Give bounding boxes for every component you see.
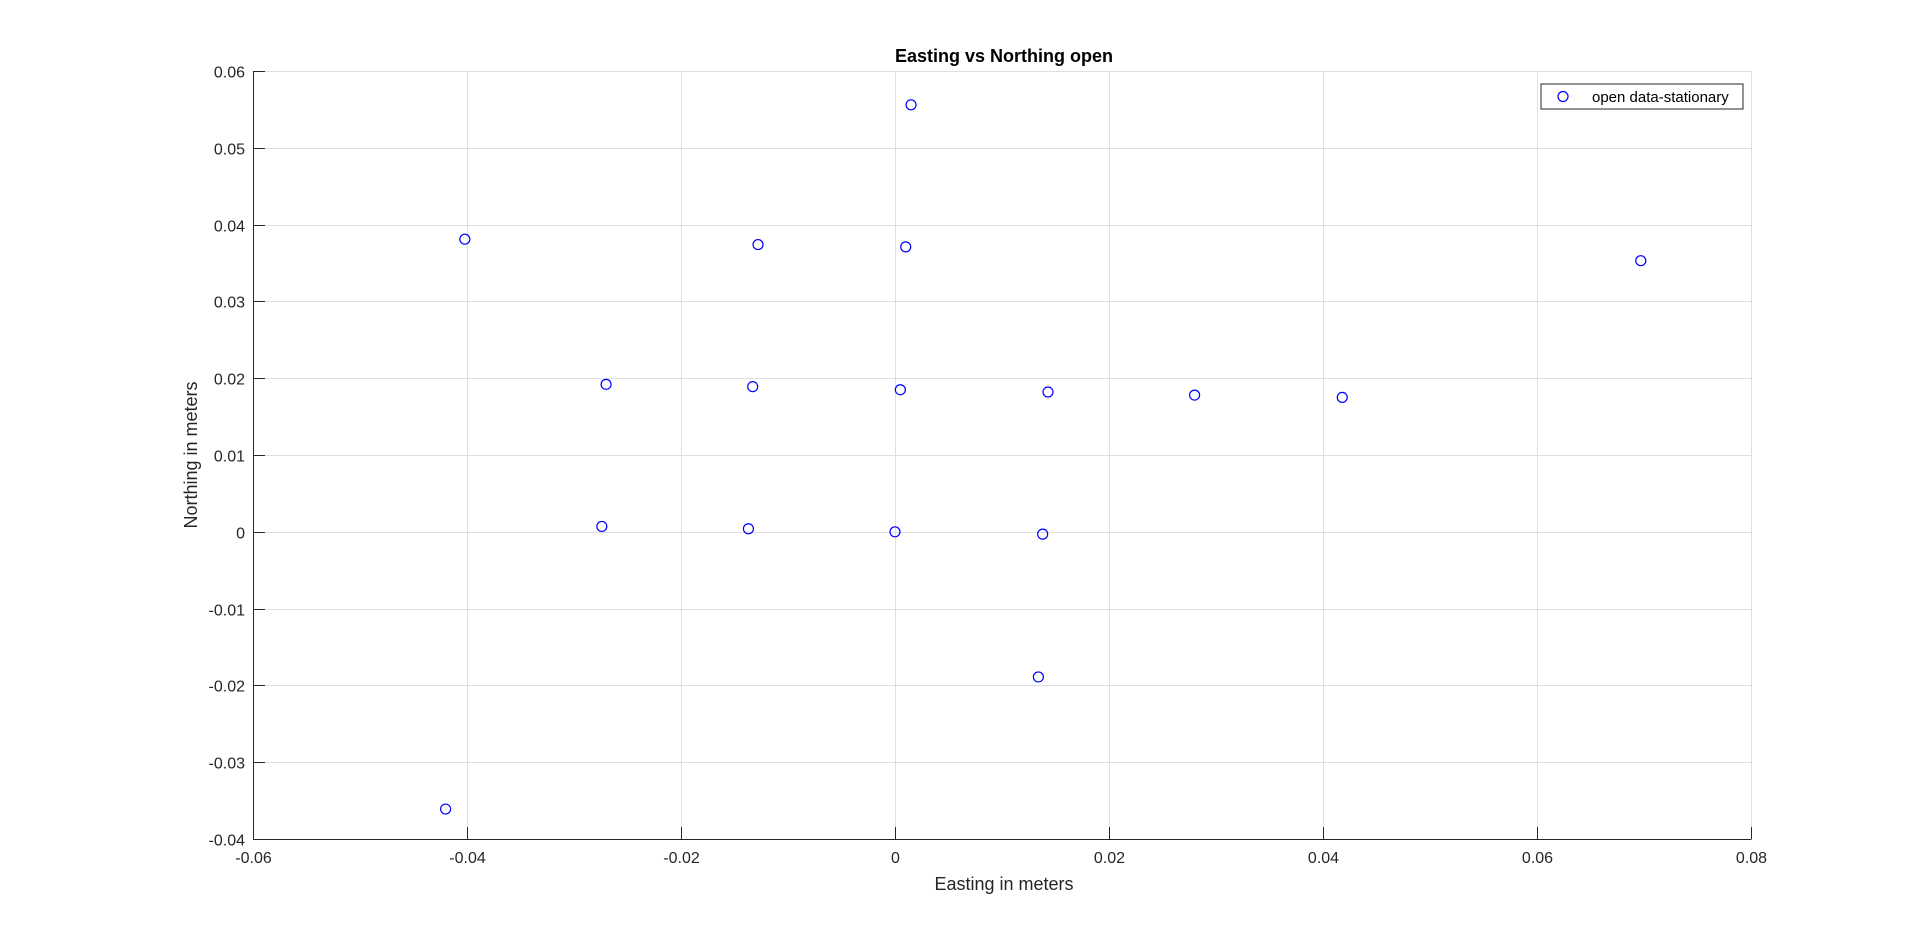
data-point: [600, 378, 612, 390]
legend: open data-stationary: [1540, 83, 1744, 110]
data-point: [459, 233, 471, 245]
data-point: [747, 381, 759, 393]
x-tick-label: 0.02: [1094, 850, 1125, 867]
x-tick-label: 0.08: [1736, 850, 1767, 867]
x-tick-label: 0.04: [1308, 850, 1339, 867]
y-tick-label: -0.02: [209, 679, 246, 696]
x-axis-label: Easting in meters: [934, 874, 1073, 894]
data-point: [905, 99, 917, 111]
data-points: [440, 99, 1647, 815]
x-tick-label: -0.04: [449, 850, 486, 867]
legend-entry-label: open data-stationary: [1592, 89, 1729, 106]
x-tick-label: 0: [891, 850, 900, 867]
grid: [253, 71, 1752, 840]
y-tick-label: -0.04: [209, 833, 246, 850]
data-point: [1032, 671, 1044, 683]
y-tick-label: -0.03: [209, 756, 246, 773]
data-point: [1635, 255, 1647, 267]
y-tick-label: 0.03: [214, 295, 245, 312]
y-tick-label: 0.06: [214, 65, 245, 82]
data-point: [596, 520, 608, 533]
data-point: [889, 526, 901, 538]
data-point: [894, 384, 906, 396]
chart-title: Easting vs Northing open: [895, 46, 1113, 66]
y-tick-label: 0.04: [214, 219, 245, 236]
x-tick-label: -0.02: [663, 850, 700, 867]
x-tick-label: 0.06: [1522, 850, 1553, 867]
data-point: [1336, 391, 1348, 403]
y-tick-label: 0.02: [214, 372, 245, 389]
legend-box: [1540, 83, 1744, 110]
data-point: [742, 523, 755, 535]
y-tick-label: 0: [236, 526, 245, 543]
y-axis-label: Northing in meters: [181, 381, 201, 528]
x-tick-label: -0.06: [235, 850, 272, 867]
data-point: [440, 803, 452, 815]
data-point: [1188, 389, 1201, 401]
data-point: [900, 241, 912, 253]
data-point: [1042, 386, 1054, 398]
y-tick-label: 0.05: [214, 142, 245, 159]
y-tick-label: -0.01: [209, 603, 246, 620]
y-tick-label: 0.01: [214, 449, 245, 466]
data-point: [1037, 528, 1049, 540]
legend-marker: [1557, 90, 1569, 103]
data-point: [752, 238, 764, 251]
ticks: -0.06 -0.04 -0.02 0 0.02 0.04 0.06 0.08-0.04-0.…: [209, 65, 1768, 868]
